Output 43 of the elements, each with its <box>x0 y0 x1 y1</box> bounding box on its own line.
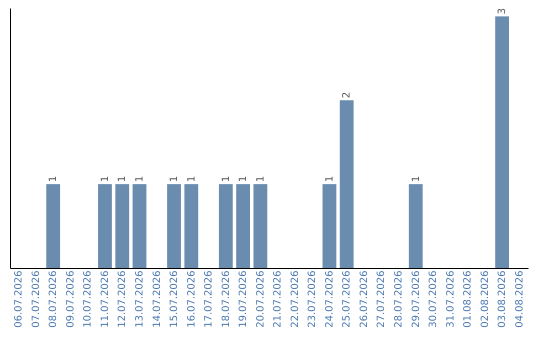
x-tick-label: 24.07.2026 <box>324 270 336 328</box>
x-tick-label: 18.07.2026 <box>220 270 232 328</box>
data-label: 1 <box>238 176 250 182</box>
x-tick-label: 29.07.2026 <box>410 270 422 328</box>
data-label: 1 <box>255 176 266 182</box>
x-tick-label: 14.07.2026 <box>152 270 163 328</box>
x-tick-label: 17.07.2026 <box>204 270 215 328</box>
data-label: 1 <box>186 176 198 182</box>
x-tick-label: 22.07.2026 <box>290 270 301 328</box>
data-label: 1 <box>100 176 111 182</box>
x-tick-label: 28.07.2026 <box>394 270 404 328</box>
x-tick-label: 25.07.2026 <box>342 270 353 328</box>
x-tick-label: 12.07.2026 <box>117 270 128 328</box>
data-label: 1 <box>117 176 128 182</box>
x-tick-label: 21.07.2026 <box>272 270 284 328</box>
x-tick-label: 08.07.2026 <box>48 270 60 328</box>
x-tick-label: 09.07.2026 <box>65 270 76 328</box>
x-tick-label: 04.08.2026 <box>514 270 526 328</box>
x-tick-label: 27.07.2026 <box>376 270 388 328</box>
x-tick-label: 07.07.2026 <box>30 270 42 328</box>
data-label: 1 <box>324 176 336 182</box>
x-tick-label: 11.07.2026 <box>100 270 111 328</box>
x-tick-label: 10.07.2026 <box>82 270 94 328</box>
x-tick-label: 19.07.2026 <box>238 270 250 328</box>
data-label: 3 <box>497 8 508 14</box>
x-tick-label: 02.08.2026 <box>480 270 491 328</box>
x-tick-label: 16.07.2026 <box>186 270 198 328</box>
x-tick-label: 30.07.2026 <box>428 270 440 328</box>
data-label: 2 <box>342 92 353 98</box>
data-label: 1 <box>134 176 146 182</box>
x-tick-label: 26.07.2026 <box>358 270 370 328</box>
x-tick-label: 01.08.2026 <box>462 270 474 328</box>
data-label: 1 <box>410 176 422 182</box>
x-tick-label: 06.07.2026 <box>14 270 25 328</box>
x-tick-label: 15.07.2026 <box>169 270 180 328</box>
x-tick-label: 13.07.2026 <box>134 270 146 328</box>
data-label: 1 <box>169 176 180 182</box>
x-tick-label: 31.07.2026 <box>445 270 456 328</box>
x-tick-label: 20.07.2026 <box>255 270 266 328</box>
data-label: 1 <box>220 176 232 182</box>
x-tick-label: 23.07.2026 <box>307 270 318 328</box>
data-label: 1 <box>48 176 60 182</box>
x-tick-label: 03.08.2026 <box>497 270 508 328</box>
